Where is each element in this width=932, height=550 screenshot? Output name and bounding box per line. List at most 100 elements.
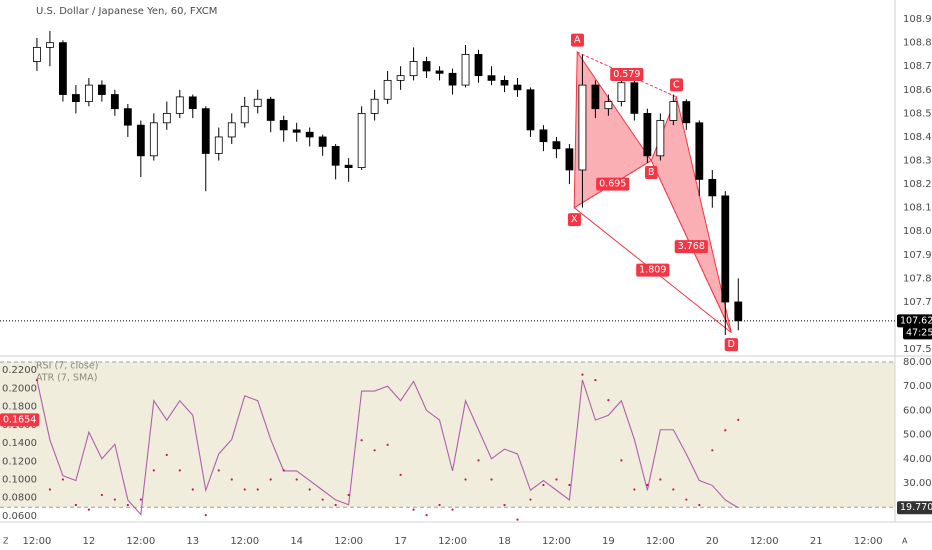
atr-dot — [490, 478, 493, 481]
atr-dot — [152, 469, 155, 472]
price-tick-label: 108.300 — [903, 156, 932, 167]
atr-dot — [542, 483, 545, 487]
candle-body — [409, 61, 418, 77]
pattern-leg — [577, 51, 677, 98]
candle-body — [734, 301, 743, 322]
price-tick-label: 108.100 — [903, 203, 932, 214]
atr-dot — [425, 513, 428, 517]
pattern-point: A — [574, 35, 581, 46]
candle-body — [669, 101, 678, 121]
x-tick-label: 21 — [810, 536, 823, 547]
last-price-label: 107.620 — [900, 315, 932, 326]
atr-tick-label: 0.2200 — [2, 365, 37, 376]
atr-tick-label: 0.1400 — [2, 438, 37, 449]
pattern-point-box — [570, 33, 584, 47]
pattern-ratio: 0.579 — [613, 69, 640, 80]
candle-body — [214, 136, 223, 154]
candle-body — [396, 75, 405, 81]
atr-dot — [35, 378, 39, 382]
price-tick-label: 108.800 — [903, 38, 932, 49]
atr-dot — [113, 498, 116, 501]
pattern-point: X — [571, 214, 578, 225]
atr-dot — [74, 503, 77, 507]
candle-body — [344, 164, 353, 168]
candle-body — [59, 42, 67, 95]
atr-dot — [360, 439, 363, 442]
candle-body — [643, 112, 652, 157]
pattern-point: D — [728, 339, 735, 350]
candle-body — [123, 108, 132, 126]
atr-dot — [412, 508, 415, 511]
atr-dot — [87, 508, 90, 511]
atr-dot — [685, 498, 688, 501]
atr-dot — [178, 469, 181, 472]
x-tick-label: 12:00 — [646, 536, 675, 547]
candle-body — [383, 79, 392, 100]
x-tick-label: 20 — [706, 536, 719, 547]
x-tick-label: 12:00 — [126, 536, 155, 547]
atr-dot — [698, 503, 701, 507]
atr-dot — [373, 449, 376, 452]
candle-body — [461, 54, 470, 86]
x-tick-label: 19 — [602, 536, 615, 547]
candle-body — [357, 112, 366, 168]
atr-dot — [399, 473, 402, 477]
atr-dot — [126, 503, 129, 507]
rsi-last-label-box — [897, 501, 932, 515]
candle-body — [201, 108, 210, 154]
candle-body — [279, 120, 288, 131]
candle-body — [227, 122, 236, 138]
atr-dot — [269, 478, 272, 481]
candle-body — [604, 101, 613, 110]
atr-dot — [191, 488, 194, 491]
candle-body — [630, 82, 639, 114]
x-tick-label: 12:00 — [750, 536, 779, 547]
rsi-legend: RSI (7, close) — [36, 361, 98, 372]
atr-tick-label: 0.1000 — [2, 474, 37, 485]
price-tick-label: 108.900 — [903, 14, 932, 25]
atr-dot — [321, 498, 324, 501]
candle-body — [175, 96, 184, 114]
candle-body — [188, 96, 197, 110]
atr-dot — [503, 503, 506, 507]
candle-body — [708, 178, 717, 197]
corner-button[interactable]: A — [902, 537, 908, 546]
candle-body — [292, 129, 301, 133]
atr-dot — [581, 373, 584, 376]
x-tick-label: 12:00 — [438, 536, 467, 547]
corner-button[interactable]: Z — [3, 537, 9, 546]
price-tick-label: 108.400 — [903, 132, 932, 143]
atr-last-label: 0.1654 — [3, 414, 36, 425]
rsi-line — [36, 379, 739, 516]
pattern-ratio-box — [596, 177, 630, 191]
atr-dot — [308, 488, 311, 491]
pattern-ratio-box — [636, 263, 670, 277]
atr-dot — [295, 478, 298, 481]
x-tick-label: 12:00 — [230, 536, 259, 547]
atr-tick-label: 0.0800 — [2, 493, 37, 504]
atr-dot — [659, 478, 662, 481]
pattern-point: B — [648, 167, 655, 178]
candle-body — [591, 84, 600, 110]
atr-dot — [477, 459, 480, 462]
atr-dot — [139, 498, 142, 501]
rsi-last-label: 19.7705 — [900, 502, 932, 513]
candle-body — [500, 79, 509, 86]
candle-body — [552, 141, 561, 150]
candle-body — [71, 94, 80, 102]
candle-body — [162, 112, 171, 124]
atr-dot — [100, 493, 103, 497]
candle-body — [513, 84, 522, 91]
atr-dot — [620, 459, 623, 462]
countdown-label-box — [903, 326, 932, 340]
atr-dot — [282, 469, 285, 472]
atr-dot — [737, 418, 740, 421]
candle-body — [331, 145, 340, 166]
atr-dot — [48, 488, 52, 491]
candle-body — [370, 98, 379, 114]
